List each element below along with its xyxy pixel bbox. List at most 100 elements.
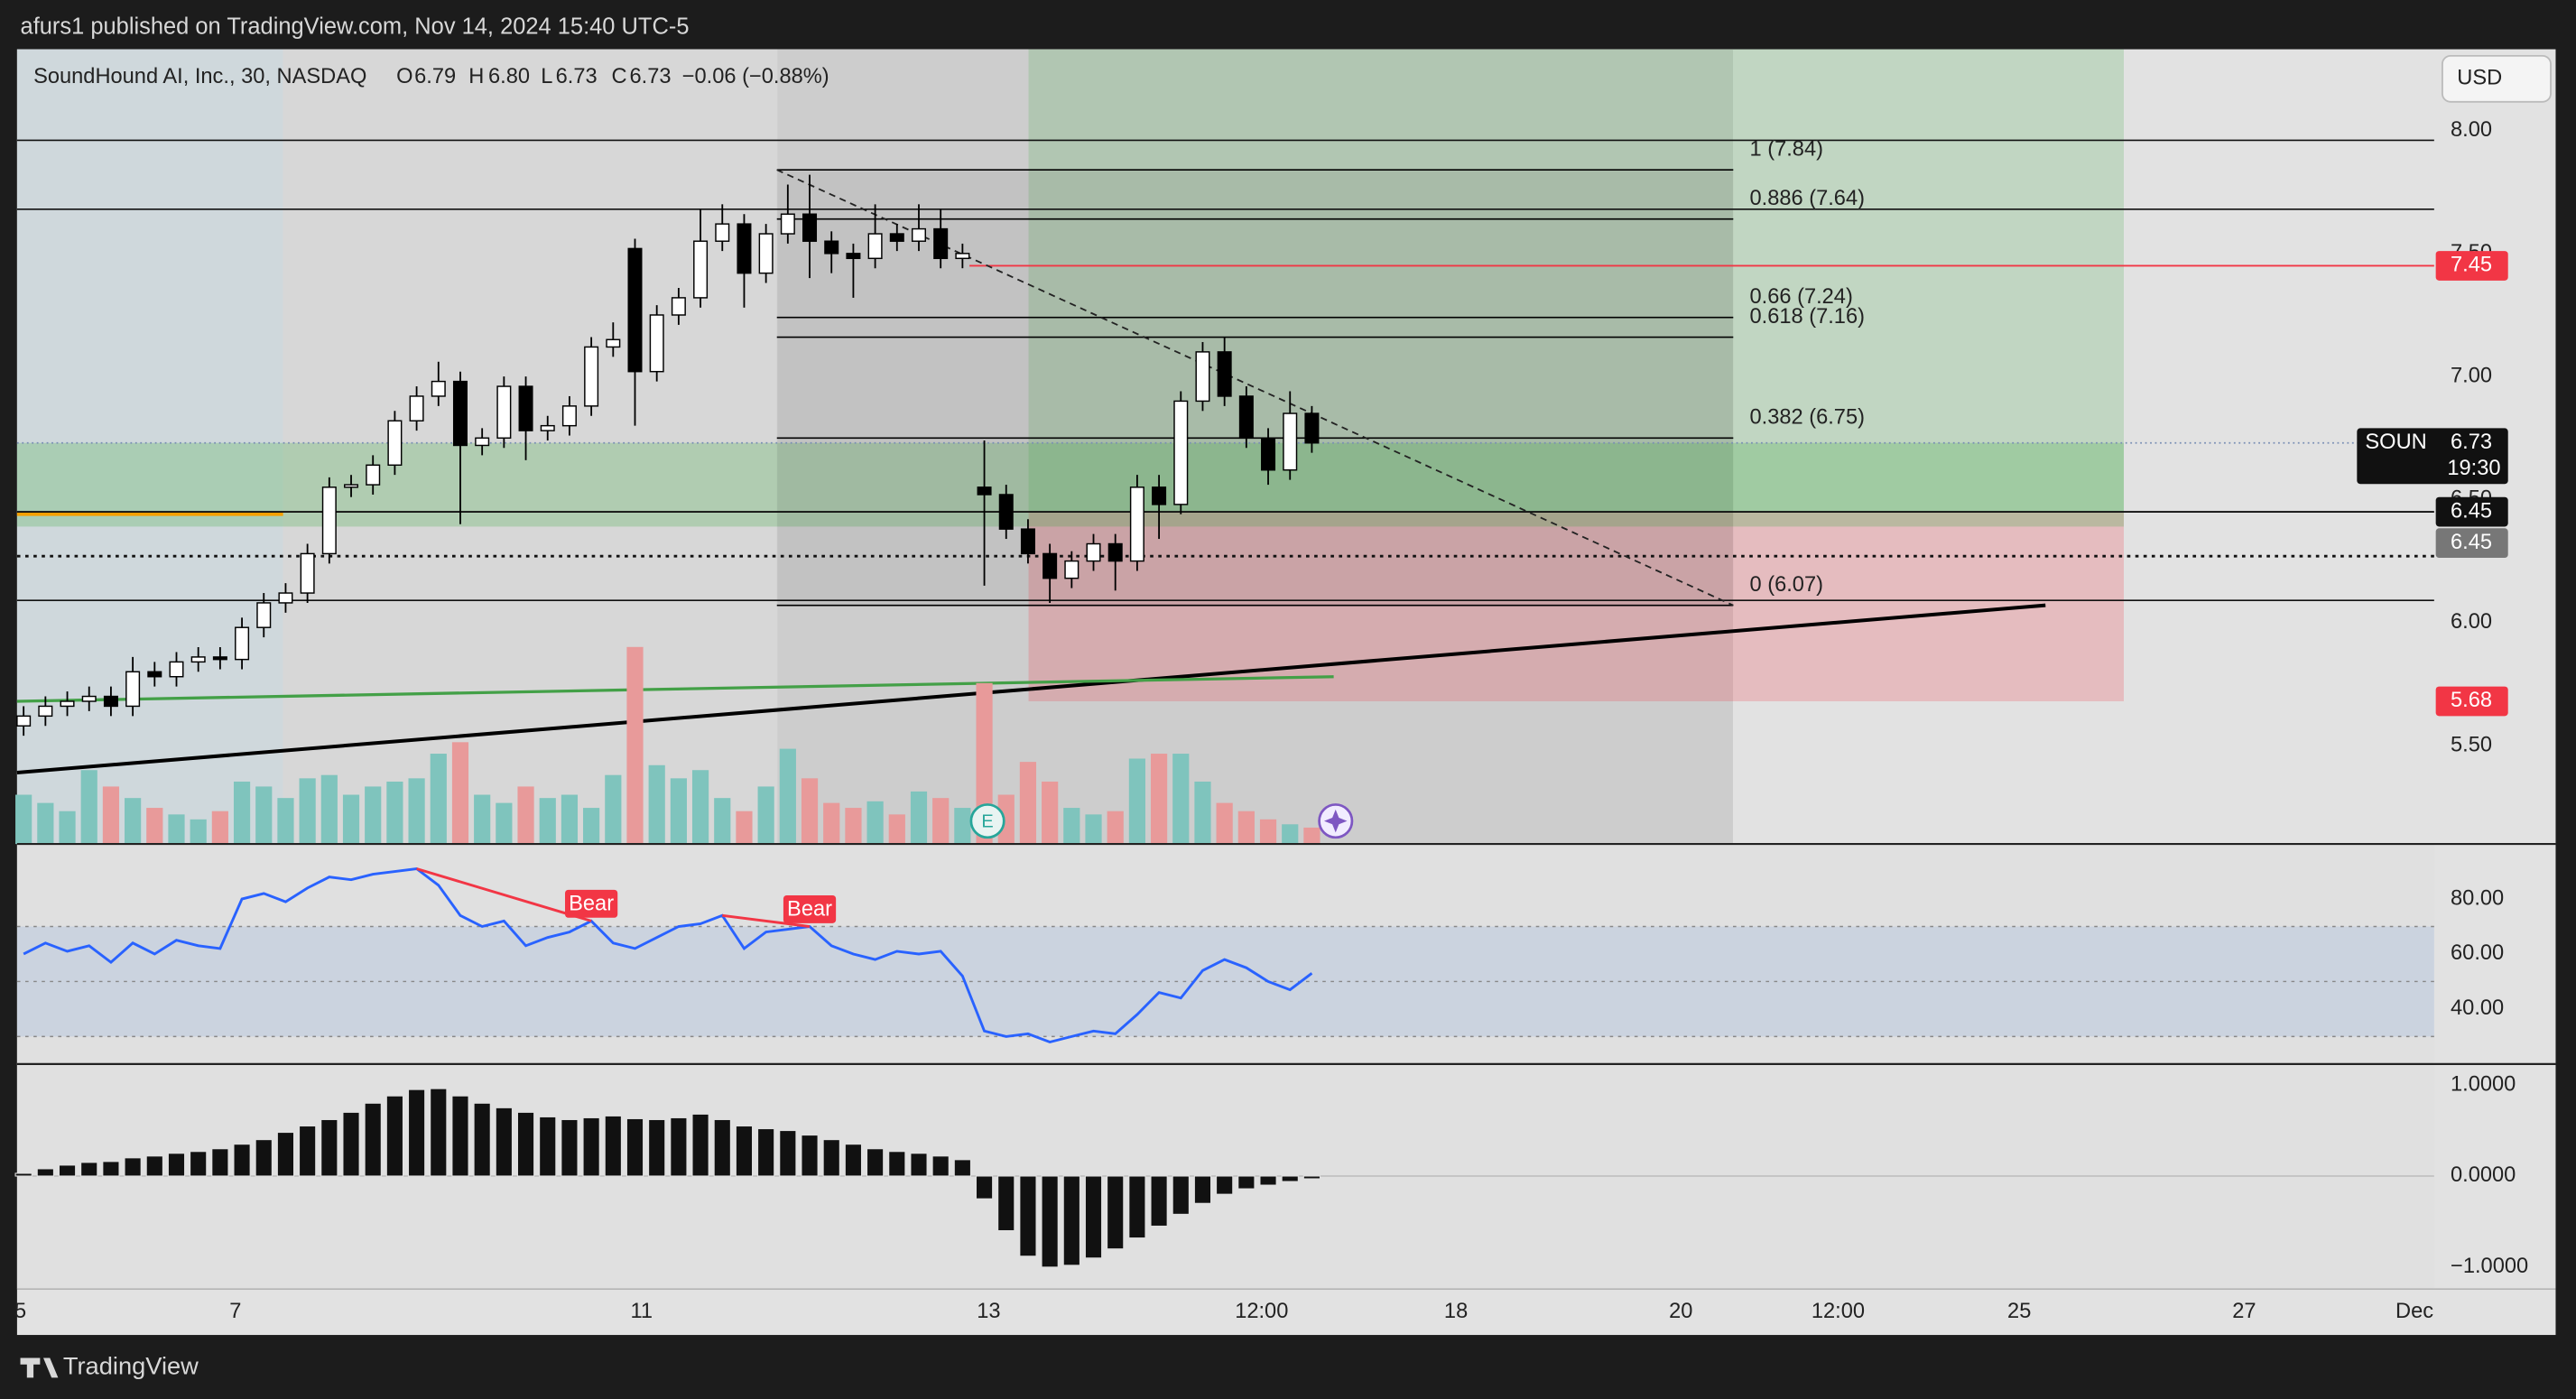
volume-bar — [910, 791, 928, 845]
rsi-tick-label: 80.00 — [2451, 886, 2504, 910]
legend-value: 6.80 — [488, 65, 530, 88]
osc-bar — [407, 1089, 426, 1177]
pane-bg — [16, 844, 2434, 1290]
osc-bar — [582, 1116, 600, 1177]
legend-symbol: SoundHound AI, Inc., 30, NASDAQ — [33, 65, 366, 88]
osc-bar — [713, 1118, 731, 1177]
volume-bar — [365, 786, 382, 845]
volume-bar — [539, 798, 556, 845]
candle-body — [212, 656, 227, 661]
stop-label-box — [2435, 686, 2508, 717]
volume-bar — [299, 778, 316, 845]
volume-bar — [1216, 802, 1233, 845]
volume-bar — [408, 778, 425, 845]
volume-bar — [823, 802, 840, 845]
volume-bar — [1172, 754, 1190, 845]
osc-bar — [1281, 1175, 1299, 1182]
osc-bar — [779, 1129, 797, 1177]
volume-bar — [386, 781, 403, 845]
osc-bar — [145, 1155, 163, 1177]
currency-button[interactable] — [2442, 54, 2552, 103]
volume-bar — [342, 794, 360, 845]
candle-body — [584, 346, 599, 407]
osc-bar — [910, 1153, 928, 1177]
price-tick-label: 5.50 — [2451, 733, 2492, 756]
volume-bar — [561, 794, 579, 845]
volume-bar — [583, 808, 600, 845]
volume-bar — [866, 801, 884, 845]
osc-bar — [975, 1175, 994, 1200]
volume-bar — [211, 811, 228, 845]
time-tick-label: 12:00 — [1235, 1300, 1288, 1323]
legend-value: 6.73 — [556, 65, 598, 88]
volume-bar — [430, 754, 447, 845]
secondary-label-box — [2435, 528, 2508, 559]
osc-bar — [451, 1095, 469, 1177]
volume-bar — [670, 778, 687, 845]
candle-body — [824, 240, 839, 255]
candle-body — [278, 592, 293, 604]
volume-bar — [1282, 824, 1299, 845]
candle-body — [366, 464, 381, 486]
earnings-icon[interactable] — [969, 803, 1005, 839]
candle-body — [998, 494, 1014, 530]
last-price: 6.73 — [2451, 431, 2492, 454]
footer-brand: TradingView — [63, 1352, 199, 1380]
candle-body — [1020, 528, 1035, 555]
osc-bar — [1084, 1175, 1103, 1259]
candle-body — [955, 253, 970, 260]
volume-bar — [277, 798, 294, 845]
price-tick-label: 8.00 — [2451, 118, 2492, 142]
stop-label: 5.68 — [2451, 689, 2492, 712]
osc-bar — [604, 1115, 622, 1177]
currency[interactable]: USD — [2457, 67, 2502, 90]
volume-bar — [1259, 819, 1277, 845]
position-stop — [1028, 512, 2124, 701]
session-shade — [16, 49, 283, 845]
osc-bar — [691, 1113, 709, 1177]
volume-bar — [648, 764, 665, 845]
legend-key: L — [541, 65, 552, 88]
rsi-tick-label: 60.00 — [2451, 941, 2504, 965]
osc-bar — [495, 1107, 514, 1177]
volume-bar — [736, 811, 753, 845]
candle-body — [125, 671, 141, 708]
candle-body — [1042, 552, 1058, 579]
candle-body — [475, 437, 490, 447]
legend-change: −0.06 (−0.88%) — [682, 65, 829, 88]
volume-bar — [1107, 811, 1124, 845]
osc-bar — [1041, 1175, 1059, 1268]
osc-bar — [888, 1151, 906, 1177]
osc-bar — [670, 1116, 688, 1177]
divergence-label: Bear — [569, 892, 614, 915]
candle-body — [933, 227, 949, 260]
osc-bar — [58, 1164, 77, 1177]
osc-bar — [1172, 1175, 1190, 1215]
volume-bar — [320, 774, 338, 845]
candle-body — [1304, 412, 1320, 444]
volume-bar — [954, 808, 971, 845]
volume-bar — [37, 802, 54, 845]
osc-bar — [36, 1168, 54, 1177]
volume-bar — [1085, 814, 1102, 845]
volume-bar — [146, 808, 163, 845]
candle-body — [802, 213, 818, 242]
volume-bar — [125, 798, 142, 845]
time-tick-label: 27 — [2232, 1300, 2256, 1323]
osc-bar — [561, 1118, 579, 1177]
osc-bar — [539, 1116, 557, 1177]
secondary-label: 6.45 — [2451, 531, 2492, 554]
candle-body — [496, 385, 512, 440]
osc-bar — [625, 1117, 644, 1177]
volume-bar — [102, 786, 120, 845]
candle-body — [321, 486, 337, 555]
divergence-tag — [565, 889, 618, 918]
volume-bar — [1063, 808, 1080, 845]
entry-label-box — [2435, 496, 2508, 527]
osc-tick-label: 0.0000 — [2451, 1163, 2516, 1187]
candle-body — [561, 405, 577, 427]
candle-body — [540, 424, 555, 431]
trend-line — [16, 603, 2046, 775]
osc-bar — [385, 1095, 404, 1177]
time-tick-label: 25 — [2007, 1300, 2031, 1323]
